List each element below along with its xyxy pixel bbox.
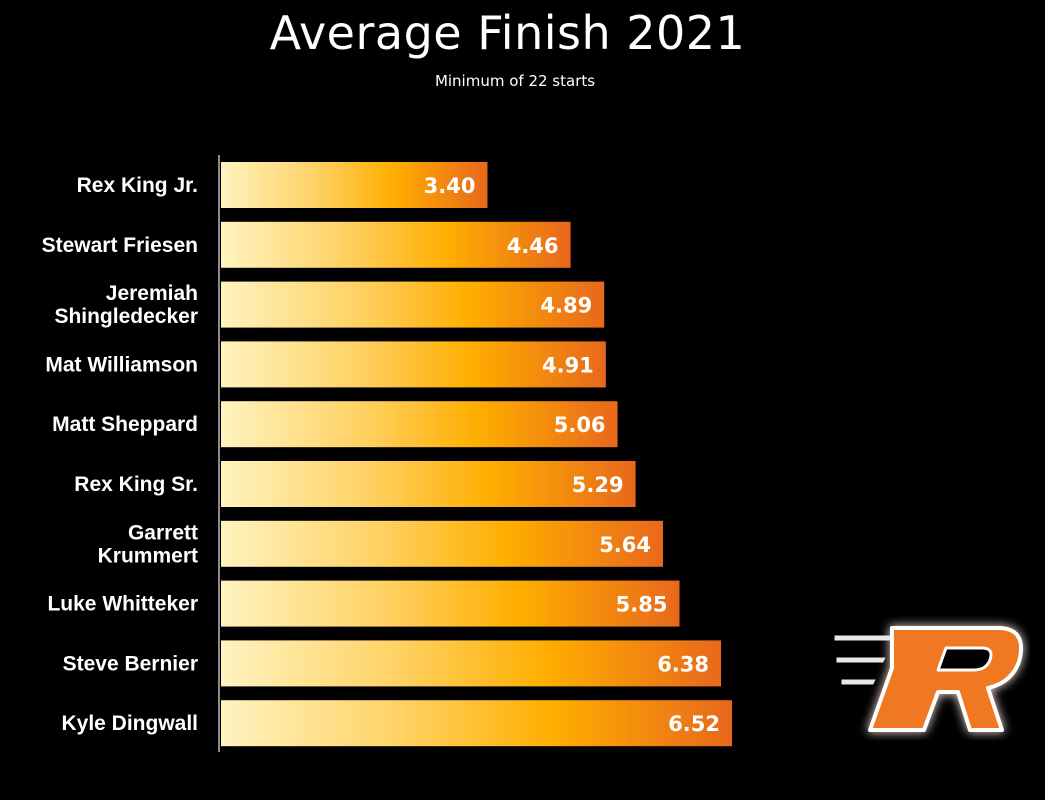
category-label: Kyle Dingwall	[61, 712, 198, 735]
category-label: Rex King Sr.	[74, 473, 198, 496]
category-label: Mat Williamson	[45, 353, 198, 376]
category-label: Garrett Krummert	[98, 521, 198, 567]
bar	[221, 281, 605, 328]
data-label: 4.89	[540, 294, 592, 318]
data-label: 6.38	[657, 652, 709, 676]
bar	[221, 221, 571, 268]
bar	[221, 461, 636, 507]
data-label: 4.46	[507, 234, 559, 258]
bar	[221, 700, 732, 747]
category-label: Stewart Friesen	[42, 234, 198, 257]
category-label: Luke Whitteker	[47, 593, 198, 616]
data-label: 6.52	[668, 712, 720, 736]
bar	[221, 162, 488, 208]
chart-title: Average Finish 2021	[269, 6, 746, 60]
bar	[221, 520, 664, 567]
category-label: Steve Bernier	[63, 652, 198, 675]
bar	[221, 341, 606, 388]
data-label: 5.06	[554, 413, 606, 437]
data-label: 5.64	[599, 533, 651, 557]
data-label: 4.91	[542, 353, 594, 377]
data-label: 3.40	[424, 174, 476, 198]
data-label: 5.29	[572, 473, 624, 497]
bar	[221, 401, 618, 448]
chart-subtitle: Minimum of 22 starts	[434, 72, 596, 90]
category-label: Jeremiah Shingledecker	[54, 282, 198, 328]
data-label: 5.85	[616, 593, 668, 617]
r-logo-icon	[831, 626, 1023, 732]
category-label: Rex King Jr.	[77, 174, 198, 197]
category-label: Matt Sheppard	[52, 413, 198, 436]
bar	[221, 640, 722, 687]
bar	[221, 580, 680, 627]
